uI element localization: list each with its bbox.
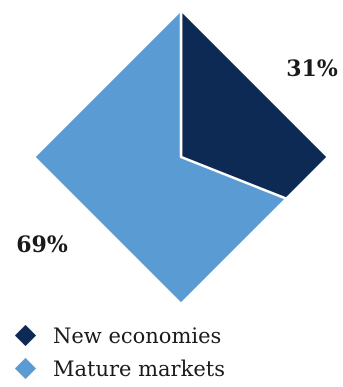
slice-mature-markets — [32, 8, 288, 306]
value-label-mature-markets: 69% — [16, 232, 68, 258]
legend-item-mature-markets: Mature markets — [14, 352, 225, 385]
legend-item-new-economies: New economies — [14, 319, 225, 352]
chart-legend: New economies Mature markets — [14, 319, 225, 385]
legend-marker-new-economies — [14, 324, 37, 347]
legend-label: Mature markets — [53, 356, 225, 381]
diamond-pie-chart: 31% 69% — [16, 8, 338, 306]
legend-marker-mature-markets — [14, 357, 37, 380]
value-label-new-economies: 31% — [286, 56, 338, 82]
legend-label: New economies — [53, 323, 222, 348]
